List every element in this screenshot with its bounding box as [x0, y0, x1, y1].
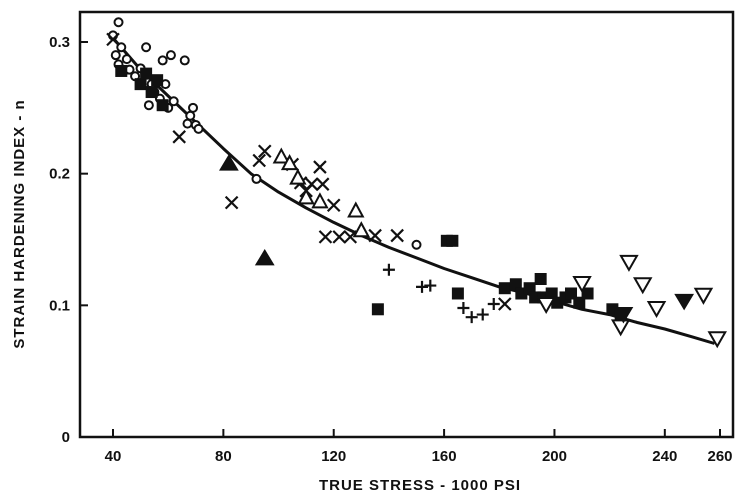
axis-ticks — [80, 41, 721, 438]
y-tick-label: 0.2 — [49, 166, 70, 183]
data-point-circle — [141, 42, 152, 53]
data-point-plus — [416, 280, 429, 293]
data-point-square — [446, 234, 459, 247]
data-point-circle — [185, 110, 196, 121]
data-point-circle — [143, 100, 154, 111]
data-point-x — [318, 230, 333, 244]
data-point-triangle-down-filled — [613, 307, 634, 324]
data-point-x — [315, 177, 330, 191]
data-point-square — [156, 99, 169, 112]
data-point-triangle-down-filled — [674, 293, 695, 311]
plot-frame — [78, 10, 735, 439]
data-point-square — [151, 74, 164, 87]
data-point-square — [565, 287, 578, 300]
data-point-triangle-filled — [254, 248, 275, 266]
data-point-circle — [165, 50, 176, 61]
data-point-plus — [487, 298, 500, 311]
data-point-circle — [179, 55, 190, 66]
data-point-square — [371, 303, 384, 316]
data-point-triangle-open — [280, 154, 299, 171]
data-point-x — [224, 195, 239, 210]
data-point-square — [134, 78, 147, 91]
data-point-square — [451, 287, 464, 300]
data-point-x — [257, 144, 272, 159]
data-point-circle — [157, 55, 168, 66]
data-point-square — [498, 282, 511, 295]
data-point-triangle-filled — [218, 154, 239, 171]
y-tick-label: 0 — [62, 429, 70, 446]
data-point-circle — [121, 54, 132, 65]
data-point-x — [172, 130, 186, 144]
data-point-circle — [251, 173, 262, 184]
data-point-square — [523, 282, 536, 295]
data-point-square — [581, 287, 594, 300]
data-point-circle — [411, 239, 422, 250]
data-point-square — [545, 287, 558, 300]
data-point-circle — [110, 50, 121, 61]
data-point-plus — [457, 301, 470, 314]
data-point-x — [326, 198, 341, 213]
data-point-circle — [168, 96, 179, 107]
data-point-circle — [113, 17, 124, 28]
data-point-triangle-down-open — [633, 277, 653, 295]
data-point-triangle-down-open — [646, 300, 667, 318]
data-point-triangle-down-open — [693, 287, 714, 305]
data-point-circle — [182, 118, 193, 129]
x-tick-label: 260 — [707, 448, 732, 465]
axis-tick-labels: 40 80 120 160 200 240 260 0 0.1 0.2 0.3 — [49, 34, 732, 465]
data-point-circle — [116, 42, 127, 53]
data-point-triangle-down-open — [707, 331, 727, 349]
data-point-x — [368, 228, 382, 243]
x-tick-label: 160 — [432, 448, 457, 465]
y-axis-title: STRAIN HARDENING INDEX - n — [11, 99, 28, 348]
data-point-triangle-down-open — [610, 319, 631, 337]
trend-curve — [111, 37, 715, 345]
y-tick-label: 0.3 — [49, 34, 70, 51]
x-tick-label: 200 — [542, 448, 567, 465]
x-axis-title: TRUE STRESS - 1000 PSI — [319, 477, 521, 494]
data-point-x — [304, 177, 319, 191]
x-tick-label: 240 — [652, 448, 677, 465]
data-point-triangle-open — [272, 147, 290, 164]
data-point-circle — [193, 123, 204, 134]
data-points — [106, 17, 727, 349]
data-point-circle — [188, 102, 199, 113]
data-point-triangle-open — [347, 201, 365, 218]
trend-curve-layer — [111, 37, 715, 345]
data-point-x — [498, 297, 512, 311]
data-point-square — [115, 64, 128, 77]
data-point-square — [534, 273, 547, 285]
data-point-triangle-down-open — [572, 275, 592, 293]
data-point-x — [343, 230, 358, 244]
data-point-triangle-down-open — [536, 297, 556, 315]
x-tick-label: 80 — [215, 448, 232, 465]
data-point-triangle-open — [311, 192, 329, 209]
data-point-square — [573, 296, 586, 309]
data-point-plus — [476, 308, 489, 321]
data-point-triangle-down-open — [619, 254, 639, 272]
data-point-square — [140, 67, 153, 80]
data-point-plus — [465, 311, 478, 324]
data-point-triangle-open — [352, 221, 370, 238]
data-point-plus — [424, 279, 437, 292]
data-point-triangle-open — [297, 188, 315, 205]
y-tick-label: 0.1 — [49, 297, 70, 314]
data-point-plus — [382, 263, 395, 276]
data-point-x — [252, 153, 267, 168]
data-point-square — [509, 278, 522, 291]
data-point-x — [332, 230, 347, 244]
data-point-square — [145, 86, 158, 99]
data-point-x — [390, 228, 404, 243]
x-tick-label: 120 — [321, 448, 346, 465]
x-tick-label: 40 — [105, 448, 122, 465]
data-point-x — [313, 160, 327, 174]
data-point-x — [106, 32, 120, 47]
data-point-triangle-open — [289, 168, 307, 185]
